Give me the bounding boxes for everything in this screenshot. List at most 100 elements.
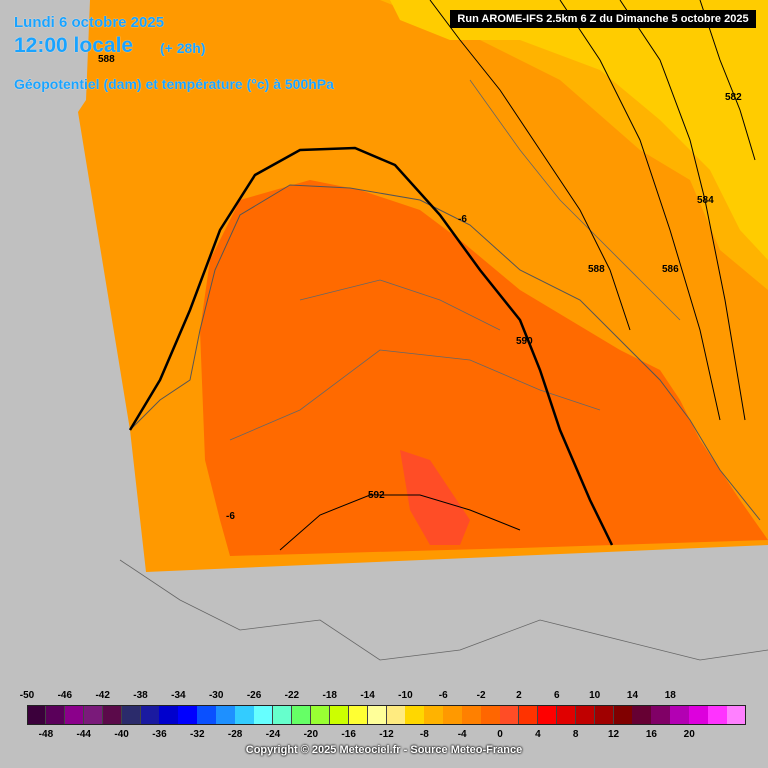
legend-label-top: -50 xyxy=(19,690,35,701)
legend-label-bottom: -16 xyxy=(341,729,356,740)
legend-swatch xyxy=(594,705,615,725)
contour-label: 588 xyxy=(98,54,115,65)
contour-label: 584 xyxy=(697,195,714,206)
contour-label: -6 xyxy=(458,214,467,225)
legend-swatch xyxy=(500,705,520,725)
legend-label-bottom: -28 xyxy=(227,729,243,740)
contour-586 xyxy=(559,0,721,421)
legend-swatch xyxy=(632,705,652,725)
legend-label-top: -42 xyxy=(95,690,110,701)
legend-swatch xyxy=(670,705,690,725)
legend-swatch xyxy=(613,705,633,725)
legend-swatch xyxy=(102,705,123,725)
color-legend: -50 -46 -42 -38 -34 -30 -26 -22 -18 -14 -10 -6 -2 2 6 1… xyxy=(0,686,768,768)
legend-label-bottom: -20 xyxy=(303,729,319,740)
temperature-field-hotspot xyxy=(400,450,470,545)
legend-label-bottom: 16 xyxy=(645,729,657,740)
legend-label-bottom: -32 xyxy=(190,729,205,740)
legend-label-bottom: 12 xyxy=(607,729,620,740)
legend-swatch xyxy=(481,705,501,725)
legend-swatch xyxy=(159,705,179,725)
contour-588 xyxy=(429,0,631,331)
contour-590 xyxy=(128,146,614,546)
legend-swatch xyxy=(424,705,444,725)
legend-label-top: -22 xyxy=(284,690,300,701)
copyright: Copyright © 2025 Meteociel.fr - Source M… xyxy=(245,744,523,756)
legend-swatch xyxy=(462,705,482,725)
legend-label-top: -18 xyxy=(322,690,337,701)
legend-swatch xyxy=(27,705,47,725)
legend-label-top: 6 xyxy=(554,690,560,701)
legend-swatch xyxy=(45,705,66,725)
temperature-field-yellow xyxy=(390,0,768,260)
legend-swatch xyxy=(329,705,350,725)
contour-label: 582 xyxy=(725,92,742,103)
legend-label-bottom: -24 xyxy=(265,729,281,740)
legend-label-top: -6 xyxy=(438,690,448,701)
legend-swatch xyxy=(272,705,293,725)
legend-swatch xyxy=(83,705,104,725)
forecast-time: 12:00 locale xyxy=(14,34,134,57)
legend-swatch xyxy=(537,705,558,725)
legend-swatch xyxy=(518,705,539,725)
legend-swatch xyxy=(651,705,671,725)
parameter-title: Géopotentiel (dam) et température (°c) à… xyxy=(14,76,334,92)
legend-label-bottom: -48 xyxy=(38,729,54,740)
legend-label-top: -30 xyxy=(208,690,224,701)
legend-swatch xyxy=(216,705,236,725)
legend-label-bottom: -36 xyxy=(152,729,167,740)
legend-label-top: -2 xyxy=(476,690,486,701)
temperature-field-core xyxy=(200,180,768,556)
legend-swatch xyxy=(121,705,141,725)
contour-label: 590 xyxy=(516,336,533,347)
legend-swatch xyxy=(443,705,463,725)
legend-label-bottom: -40 xyxy=(114,729,129,740)
legend-swatch xyxy=(140,705,160,725)
run-banner: Run AROME-IFS 2.5km 6 Z du Dimanche 5 oc… xyxy=(450,10,756,28)
legend-swatch xyxy=(254,705,274,725)
legend-label-top: -46 xyxy=(57,690,73,701)
contour-582 xyxy=(699,0,756,161)
legend-label-top: 18 xyxy=(664,690,676,701)
contour-label: 586 xyxy=(662,264,679,275)
legend-label-bottom: -4 xyxy=(457,729,467,740)
legend-label-bottom: 0 xyxy=(497,729,503,740)
legend-swatch xyxy=(348,705,369,725)
legend-label-bottom: 20 xyxy=(683,729,695,740)
legend-swatch xyxy=(575,705,596,725)
legend-label-top: -38 xyxy=(133,690,148,701)
legend-label-bottom: -8 xyxy=(419,729,429,740)
contour-label: 592 xyxy=(368,490,385,501)
legend-swatch xyxy=(291,705,312,725)
legend-swatch xyxy=(197,705,217,725)
legend-label-top: -26 xyxy=(246,690,262,701)
contour-584 xyxy=(619,0,746,421)
legend-label-bottom: 4 xyxy=(535,729,541,740)
forecast-lead: (+ 28h) xyxy=(160,40,206,56)
legend-label-top: -10 xyxy=(398,690,413,701)
forecast-date: Lundi 6 octobre 2025 xyxy=(14,14,165,31)
legend-label-bottom: -12 xyxy=(379,729,394,740)
legend-swatch xyxy=(386,705,406,725)
coastline xyxy=(129,184,761,521)
legend-label-top: 10 xyxy=(589,690,601,701)
legend-swatch xyxy=(689,705,709,725)
border-lines xyxy=(119,79,768,661)
legend-label-top: -14 xyxy=(360,690,375,701)
legend-label-bottom: -44 xyxy=(76,729,91,740)
legend-label-top: 14 xyxy=(626,690,639,701)
legend-swatch xyxy=(310,705,331,725)
legend-swatch xyxy=(178,705,198,725)
legend-swatch xyxy=(405,705,425,725)
legend-label-top: -34 xyxy=(171,690,186,701)
legend-swatch xyxy=(367,705,387,725)
contour-label: -6 xyxy=(226,511,235,522)
contour-592 xyxy=(279,494,521,551)
legend-frame xyxy=(27,705,746,725)
legend-swatch xyxy=(64,705,85,725)
legend-swatch xyxy=(708,705,728,725)
legend-label-top: 2 xyxy=(516,690,522,701)
legend-label-bottom: 8 xyxy=(572,729,579,740)
legend-swatch xyxy=(556,705,577,725)
